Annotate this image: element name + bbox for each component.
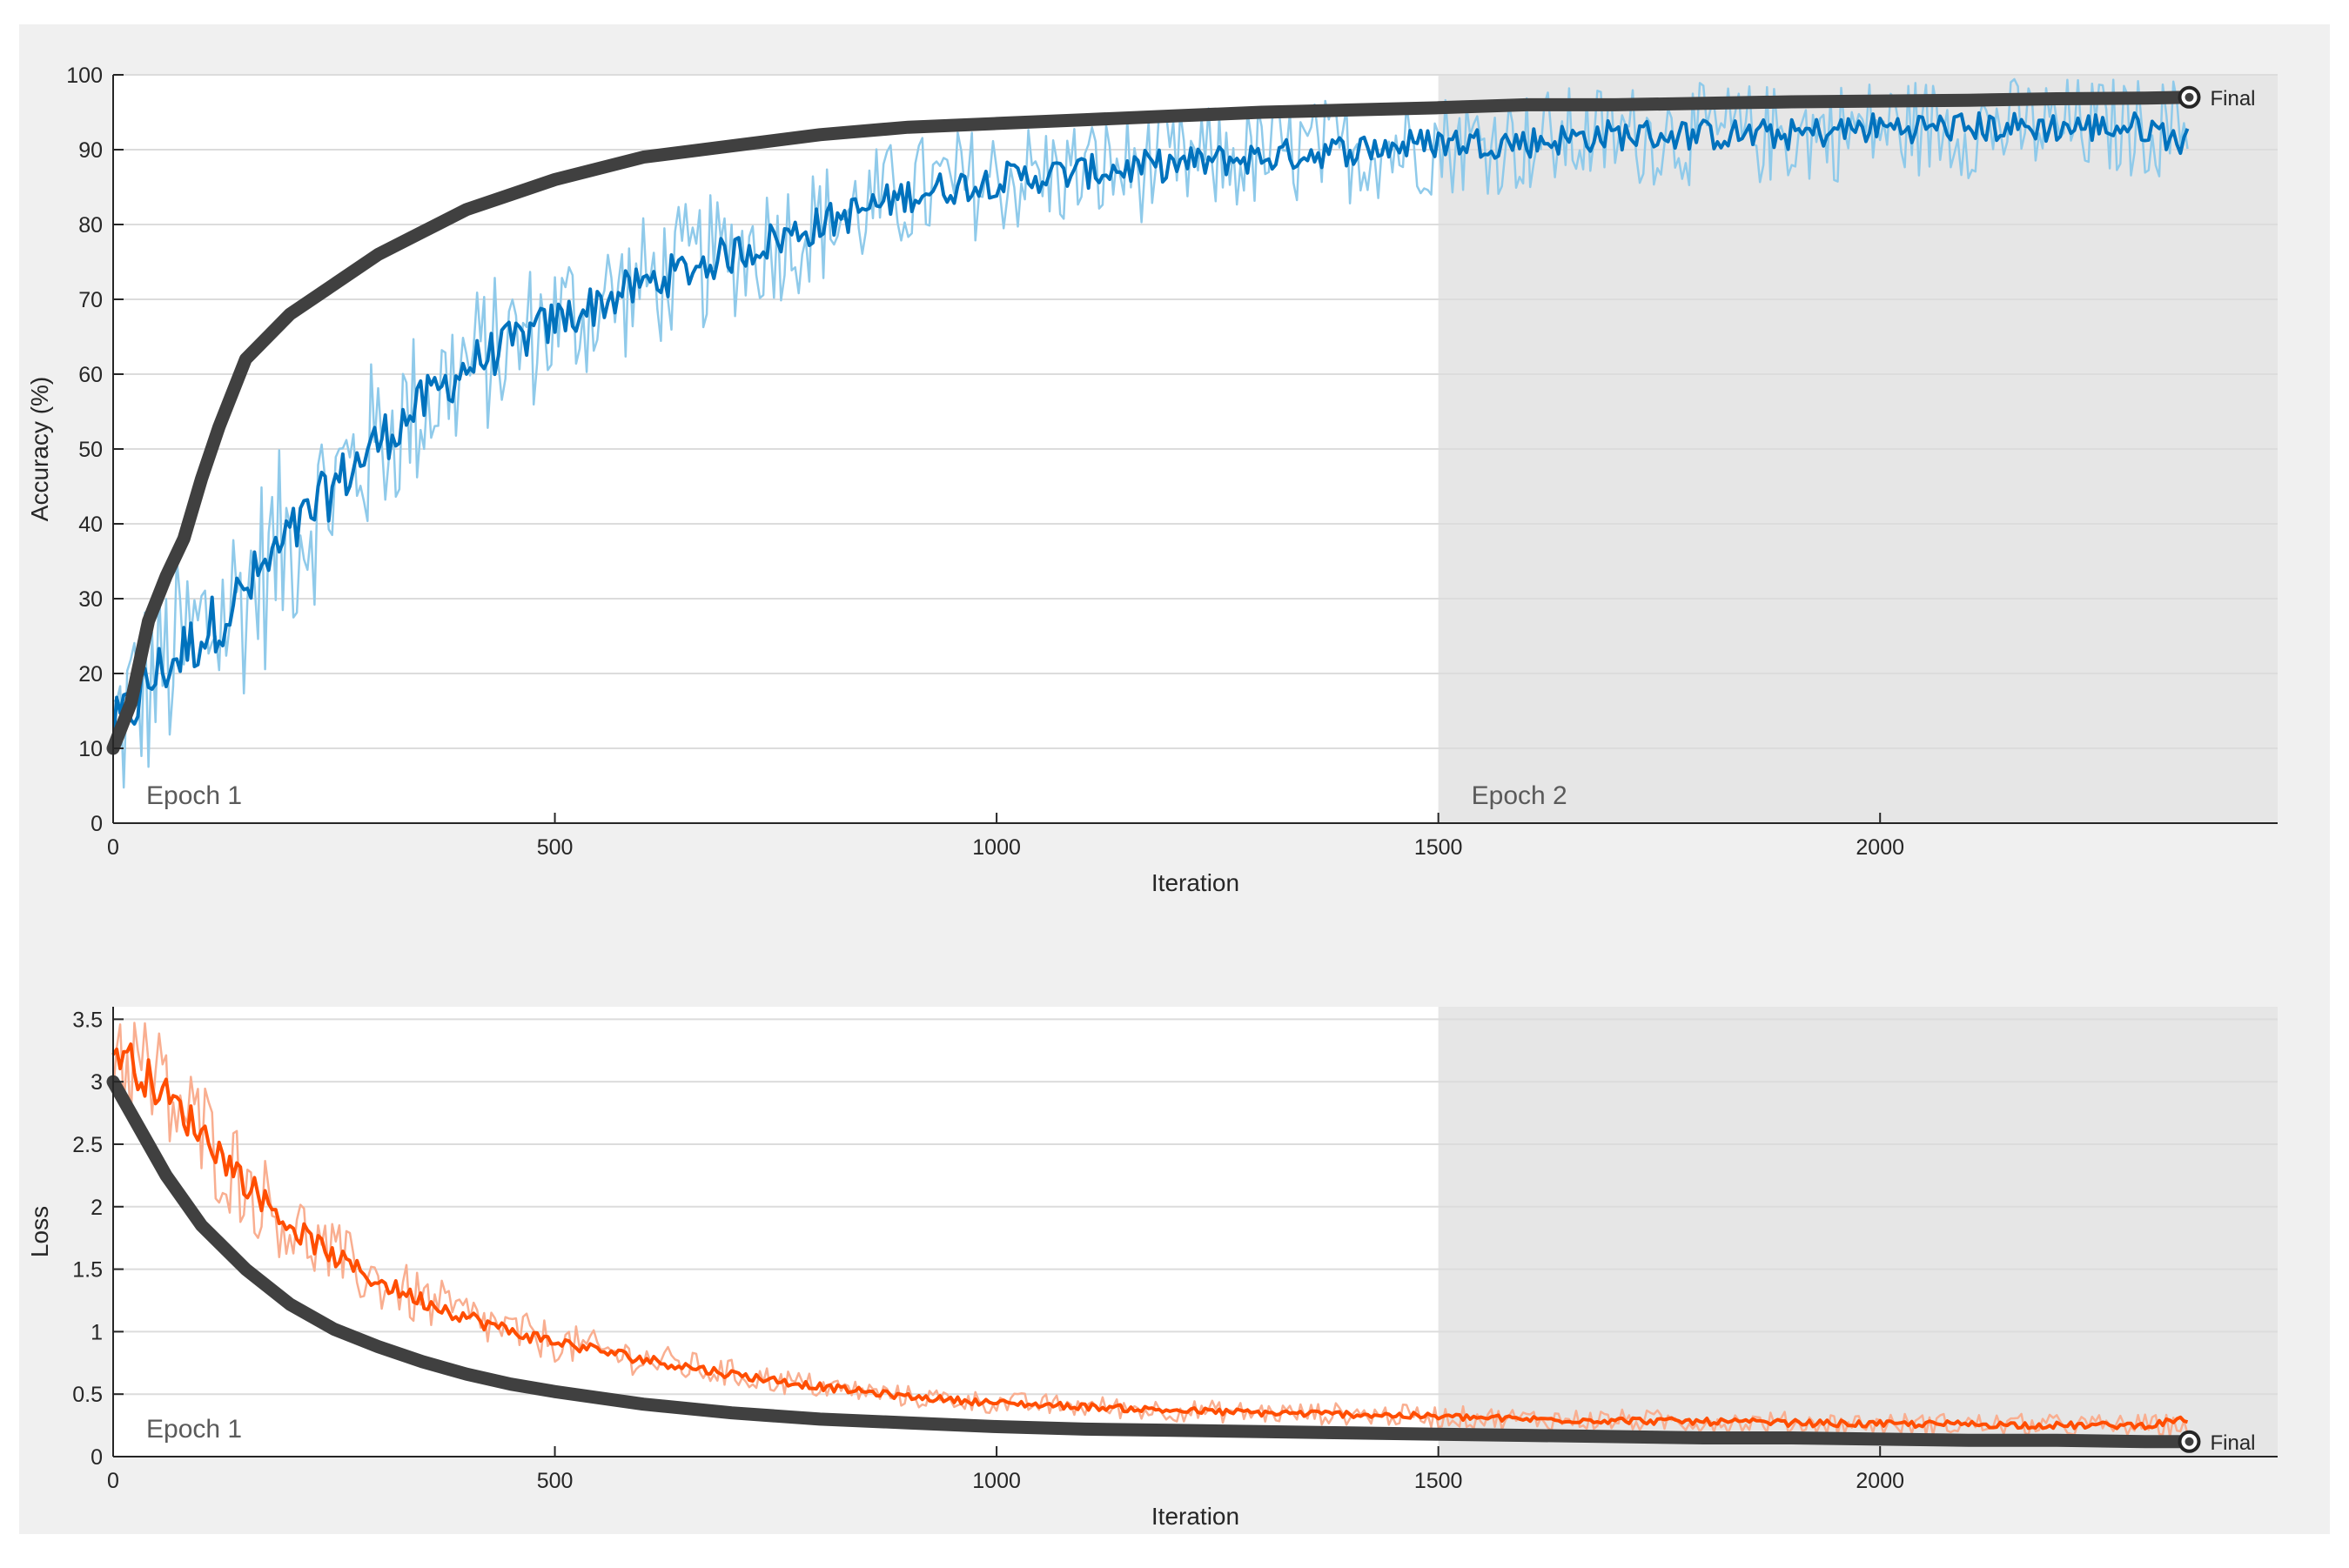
accuracy-plot: Final 0 500 1000 1500 2000 0 10 20 30 40 50 60 70 80 90… [26, 64, 2278, 896]
loss-black-smoothed-series [106, 1075, 2196, 1449]
accuracy-y-tick-label: 90 [78, 138, 103, 163]
accuracy-y-tick-label: 10 [78, 737, 103, 761]
accuracy-y-tick-label: 0 [91, 812, 103, 836]
loss-x-tick-label: 2000 [1856, 1469, 1904, 1493]
loss-y-tick-label: 3.5 [72, 1008, 103, 1032]
accuracy-epoch-label: Epoch 2 [1472, 781, 1567, 810]
accuracy-y-tick-label: 60 [78, 363, 103, 387]
loss-final-label: Final [2210, 1431, 2255, 1455]
accuracy-y-tick-label: 50 [78, 438, 103, 462]
loss-y-tick-label: 1 [91, 1320, 103, 1344]
accuracy-y-tick-label: 70 [78, 288, 103, 312]
loss-y-tick-label: 3 [91, 1070, 103, 1095]
accuracy-smoothed-series [111, 111, 2190, 747]
loss-x-tick-label: 500 [537, 1469, 574, 1493]
loss-y-tick-label: 0 [91, 1445, 103, 1470]
accuracy-epoch-label: Epoch 1 [146, 781, 242, 810]
loss-y-tick-label: 2.5 [72, 1133, 103, 1157]
accuracy-x-tick-label: 2000 [1856, 835, 1904, 860]
loss-epoch2-region [1438, 1007, 2278, 1457]
accuracy-final-marker-dot [2185, 92, 2194, 102]
loss-y-tick-label: 2 [91, 1196, 103, 1220]
loss-smoothed-series [111, 1042, 2189, 1431]
loss-x-tick-label: 1000 [972, 1469, 1021, 1493]
loss-final-marker-dot [2185, 1437, 2194, 1446]
loss-y-tick-label: 1.5 [72, 1258, 103, 1283]
accuracy-y-tick-label: 30 [78, 587, 103, 612]
loss-x-tick-label: 0 [107, 1469, 119, 1493]
accuracy-black-smoothed-series [106, 90, 2196, 755]
accuracy-y-tick-label: 40 [78, 513, 103, 537]
accuracy-x-axis-label: Iteration [1151, 869, 1239, 896]
accuracy-x-tick-label: 1500 [1414, 835, 1463, 860]
accuracy-y-tick-label: 20 [78, 662, 103, 687]
accuracy-x-tick-label: 1000 [972, 835, 1021, 860]
loss-epoch-label: Epoch 1 [146, 1415, 242, 1444]
accuracy-x-tick-label: 0 [107, 835, 119, 860]
loss-y-axis-label: Loss [26, 1206, 53, 1257]
accuracy-x-tick-label: 500 [537, 835, 574, 860]
loss-y-tick-label: 0.5 [72, 1383, 103, 1407]
accuracy-y-axis-label: Accuracy (%) [26, 377, 53, 521]
accuracy-final-label: Final [2210, 87, 2255, 111]
accuracy-y-tick-label: 80 [78, 213, 103, 238]
loss-x-tick-label: 1500 [1414, 1469, 1463, 1493]
loss-plot: Final 0 500 1000 1500 2000 0 0.5 1 1.5 2 2.5 3 3.5 Ite… [26, 1007, 2278, 1530]
accuracy-y-tick-label: 100 [66, 64, 103, 88]
loss-x-axis-label: Iteration [1151, 1503, 1239, 1530]
